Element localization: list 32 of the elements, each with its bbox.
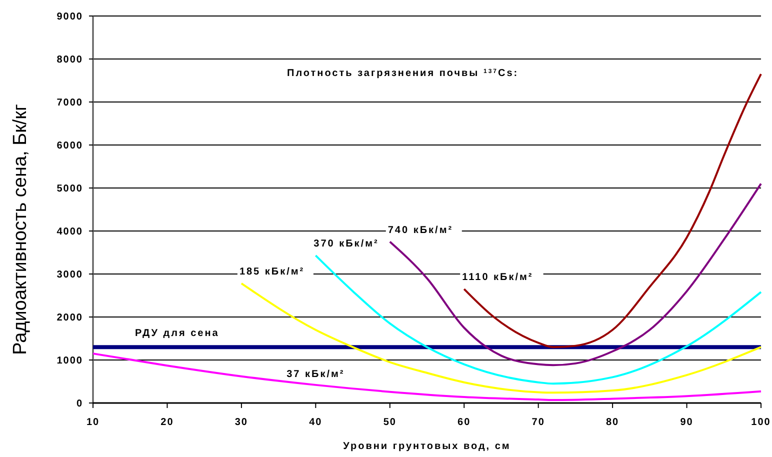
y-tick-label: 8000 <box>56 54 83 66</box>
series-label: 185 кБк/м² <box>239 266 305 278</box>
x-axis-title: Уровни грунтовых вод, см <box>343 441 511 452</box>
x-tick-label: 90 <box>680 417 694 428</box>
y-tick-label: 0 <box>76 398 83 410</box>
x-tick-label: 30 <box>234 417 248 428</box>
annotation: Плотность загрязнения почвы $^{137}$Cs: <box>287 68 519 79</box>
y-tick-label: 5000 <box>56 184 83 194</box>
series-label: 370 кБк/м² <box>314 238 379 250</box>
ref-line-label: РДУ для сена <box>135 328 220 340</box>
x-tick-label: 80 <box>606 417 620 428</box>
y-tick-label: 3000 <box>56 270 83 280</box>
y-tick-label: 2000 <box>56 312 83 324</box>
series-label: 37 кБк/м² <box>286 368 345 380</box>
x-tick-label: 70 <box>532 417 545 428</box>
y-tick-label: 9000 <box>56 12 83 22</box>
line-series <box>240 282 762 394</box>
y-axis-title: Радиоактивность сена, Бк/кг <box>10 104 31 355</box>
y-tick-label: 7000 <box>56 98 83 108</box>
x-tick-label: 10 <box>86 417 100 428</box>
y-tick-label: 1000 <box>56 356 83 366</box>
y-tick-label: 6000 <box>56 140 83 152</box>
line-series <box>92 352 762 401</box>
x-tick-label: 20 <box>160 417 174 428</box>
x-tick-label: 60 <box>458 417 471 428</box>
y-tick-label: 4000 <box>56 226 83 238</box>
series-label: 740 кБк/м² <box>388 224 454 236</box>
series-label: 1110 кБк/м² <box>462 272 534 284</box>
x-tick-label: 40 <box>309 417 322 428</box>
line-series <box>388 182 762 366</box>
x-tick-label: 50 <box>383 417 396 428</box>
x-tick-label: 100 <box>751 417 771 428</box>
